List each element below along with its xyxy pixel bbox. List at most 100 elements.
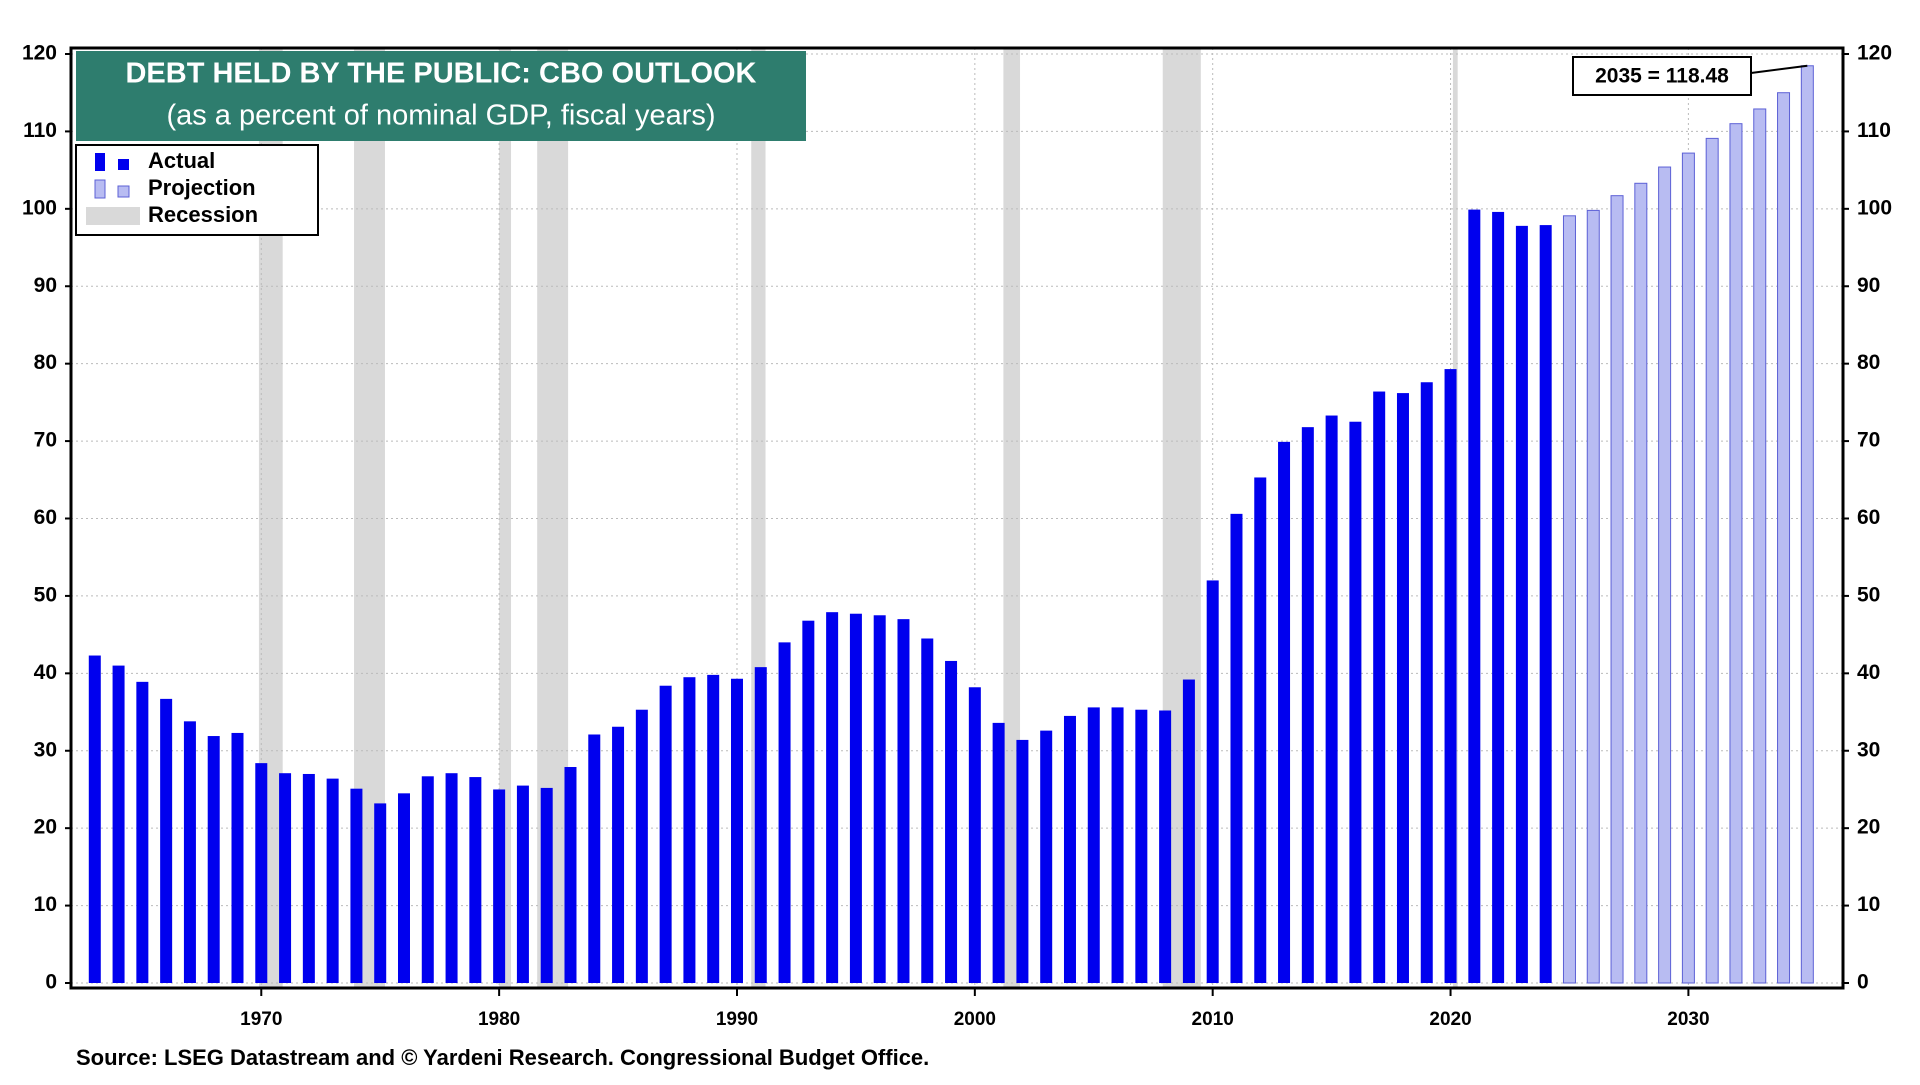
bar (1562, 215, 1576, 984)
y-tick-label: 80 (34, 351, 57, 374)
bar (1206, 580, 1219, 983)
annotation-leader (1750, 64, 1808, 74)
bar (1040, 730, 1053, 983)
y-tick-label: 70 (34, 429, 57, 452)
y2-tick-label: 50 (1857, 583, 1880, 606)
bar (612, 726, 625, 983)
y2-tick-label: 20 (1857, 816, 1880, 839)
bar (1800, 65, 1814, 984)
bar (445, 773, 458, 983)
bar (1420, 382, 1433, 983)
bar (1087, 707, 1100, 983)
bar (1159, 710, 1172, 983)
bar (1681, 152, 1695, 984)
legend-label: Projection (148, 175, 256, 200)
y-tick-label: 110 (23, 119, 57, 142)
bar (1444, 369, 1457, 984)
bar (1111, 707, 1124, 983)
plot-frame (69, 46, 1845, 990)
bar (183, 721, 196, 983)
y-tick-label: 60 (34, 506, 57, 529)
x-tick-label: 2010 (1192, 1009, 1234, 1030)
bar (160, 698, 173, 983)
recession-band (499, 48, 512, 988)
bar (540, 787, 553, 983)
y2-tick-label: 70 (1857, 429, 1880, 452)
bar (136, 681, 149, 983)
bar (1492, 211, 1505, 983)
bar (1539, 225, 1552, 984)
bar (897, 619, 910, 983)
bar (493, 789, 506, 983)
x-tick-label: 2020 (1429, 1009, 1471, 1030)
bar (992, 722, 1005, 983)
y-tick-label: 40 (34, 661, 57, 684)
bar (207, 736, 220, 983)
legend-swatch (95, 153, 105, 171)
chart-subtitle: (as a percent of nominal GDP, fiscal yea… (166, 100, 715, 132)
bar (1396, 393, 1409, 984)
legend-label: Actual (148, 148, 215, 173)
bar (1254, 477, 1267, 983)
bar (255, 763, 268, 983)
bar (421, 776, 434, 983)
bar (1135, 709, 1148, 983)
y-tick-label: 100 (22, 196, 57, 219)
bar (1610, 195, 1624, 984)
bar (826, 612, 839, 983)
y2-tick-label: 30 (1857, 738, 1880, 761)
bar (112, 665, 125, 983)
bar (1182, 679, 1195, 983)
bar (374, 803, 387, 983)
bar (231, 732, 244, 983)
y2-tick-label: 90 (1857, 274, 1880, 297)
bar (1325, 415, 1338, 983)
annotation: 2035 = 118.48 (1595, 65, 1729, 88)
bar (873, 615, 886, 983)
bar (802, 620, 815, 983)
y2-tick-label: 40 (1857, 661, 1880, 684)
bar (88, 655, 101, 983)
legend-swatch (117, 185, 130, 198)
x-tick-label: 2000 (954, 1009, 996, 1030)
bar (730, 678, 743, 983)
y2-tick-label: 110 (1857, 119, 1891, 142)
y-tick-label: 30 (34, 738, 57, 761)
y-tick-label: 50 (34, 583, 57, 606)
bar (754, 667, 767, 983)
legend-label: Recession (148, 202, 258, 227)
bar (1230, 513, 1243, 983)
bar (1515, 225, 1528, 984)
y2-tick-label: 120 (1857, 42, 1892, 65)
bar (564, 767, 577, 983)
bar (707, 674, 720, 983)
bar (1634, 182, 1648, 984)
legend-swatch (94, 179, 106, 199)
y2-tick-label: 80 (1857, 351, 1880, 374)
bar (849, 613, 862, 983)
x-tick-label: 2030 (1667, 1009, 1709, 1030)
y2-tick-label: 60 (1857, 506, 1880, 529)
y-tick-label: 0 (45, 971, 57, 994)
bar (1658, 166, 1672, 984)
bar (945, 660, 958, 983)
bar (469, 777, 482, 983)
y2-tick-label: 10 (1857, 893, 1880, 916)
bar (326, 778, 339, 983)
bar (921, 638, 934, 983)
y2-tick-label: 100 (1857, 196, 1892, 219)
legend-swatch (118, 159, 129, 170)
bar (968, 687, 981, 983)
plot-background (71, 48, 1843, 988)
bar (683, 677, 696, 983)
bar (279, 773, 292, 983)
legend-swatch (86, 207, 140, 225)
bar (1016, 739, 1029, 983)
x-tick-label: 1980 (478, 1009, 520, 1030)
bar (1729, 123, 1743, 984)
bar (1705, 137, 1719, 984)
bar (1063, 715, 1076, 983)
bar (1777, 92, 1791, 984)
chart-title: DEBT HELD BY THE PUBLIC: CBO OUTLOOK (125, 58, 756, 90)
